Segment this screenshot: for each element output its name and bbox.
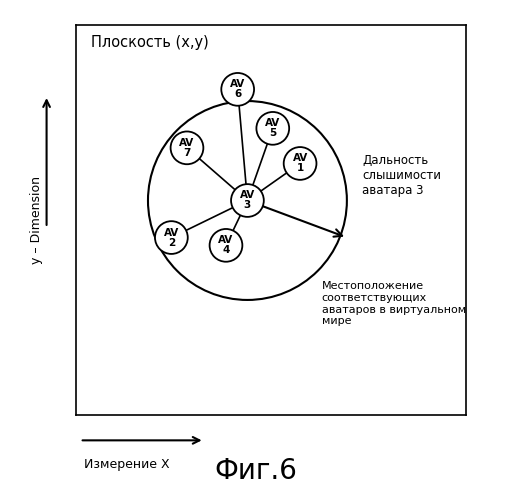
Text: AV
7: AV 7: [179, 138, 195, 158]
Text: AV
4: AV 4: [218, 236, 234, 256]
Circle shape: [171, 132, 203, 164]
Text: AV
2: AV 2: [164, 228, 179, 248]
Text: AV
6: AV 6: [230, 80, 245, 100]
Circle shape: [155, 221, 188, 254]
Text: AV
3: AV 3: [240, 190, 255, 210]
Text: y – Dimension: y – Dimension: [30, 176, 43, 264]
Text: Фиг.6: Фиг.6: [214, 457, 297, 485]
Circle shape: [231, 184, 264, 217]
Text: Измерение X: Измерение X: [84, 458, 169, 471]
Circle shape: [257, 112, 289, 144]
Text: Местоположение
соответствующих
аватаров в виртуальном
мире: Местоположение соответствующих аватаров …: [321, 282, 466, 326]
Circle shape: [284, 147, 316, 180]
Text: AV
5: AV 5: [265, 118, 281, 139]
Text: Плоскость (x,y): Плоскость (x,y): [91, 34, 209, 50]
Circle shape: [221, 73, 254, 106]
Text: AV
1: AV 1: [292, 154, 308, 174]
Text: Дальность
слышимости
аватара 3: Дальность слышимости аватара 3: [362, 154, 442, 196]
Circle shape: [210, 229, 242, 262]
